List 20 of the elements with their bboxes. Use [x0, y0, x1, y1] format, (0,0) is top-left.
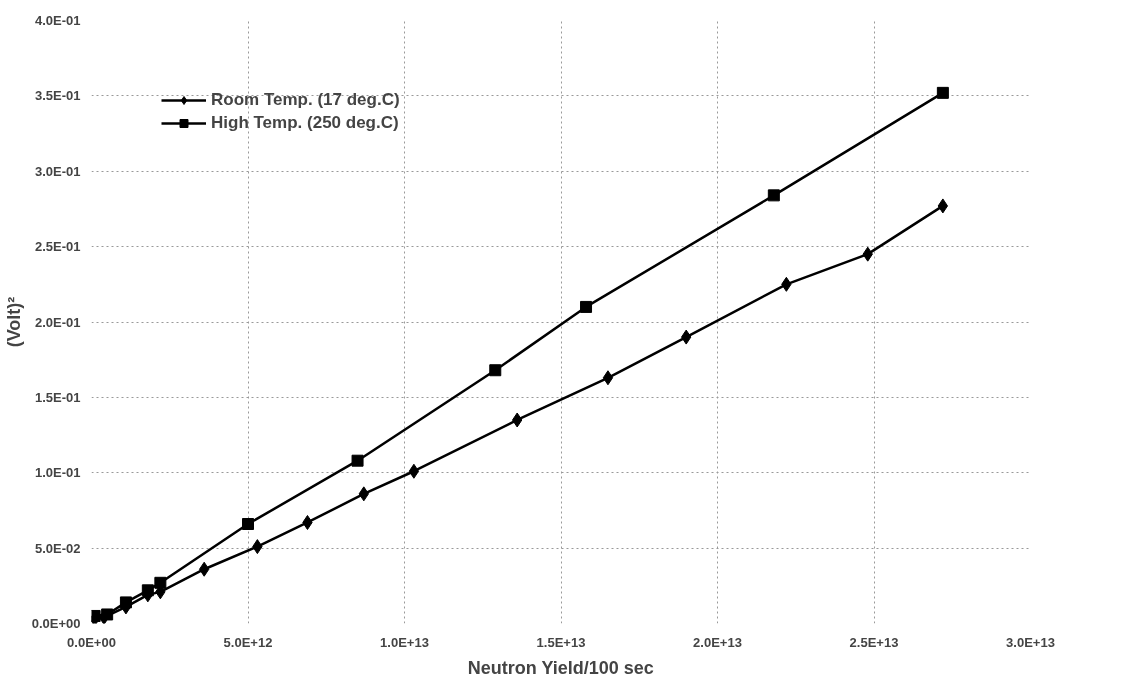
y-tick-label: 3.5E-01	[34, 88, 81, 104]
y-tick-label: 5.0E-02	[34, 540, 81, 556]
y-tick-label: 3.0E-01	[34, 163, 81, 179]
x-axis-title: Neutron Yield/100 sec	[467, 657, 654, 678]
legend-label: High Temp. (250 deg.C)	[211, 113, 399, 133]
x-tick-label: 1.5E+13	[536, 634, 586, 650]
x-tick-label: 5.0E+12	[223, 634, 273, 650]
x-tick-label: 0.0E+00	[67, 634, 116, 650]
y-tick-label: 1.0E-01	[34, 465, 81, 481]
x-tick-label: 1.0E+13	[380, 634, 429, 650]
x-tick-label: 2.5E+13	[849, 634, 899, 650]
y-tick-label: 1.5E-01	[34, 389, 81, 405]
y-tick-label: 4.0E-01	[34, 13, 81, 28]
y-tick-label: 0.0E+00	[31, 616, 81, 631]
y-tick-label: 2.5E-01	[34, 239, 81, 255]
y-tick-label: 2.0E-01	[34, 314, 81, 330]
y-axis-title: (Volt)²	[3, 296, 24, 348]
legend-label: Room Temp. (17 deg.C)	[211, 90, 400, 110]
x-tick-label: 3.0E+13	[1006, 634, 1055, 650]
x-tick-label: 2.0E+13	[693, 634, 742, 650]
